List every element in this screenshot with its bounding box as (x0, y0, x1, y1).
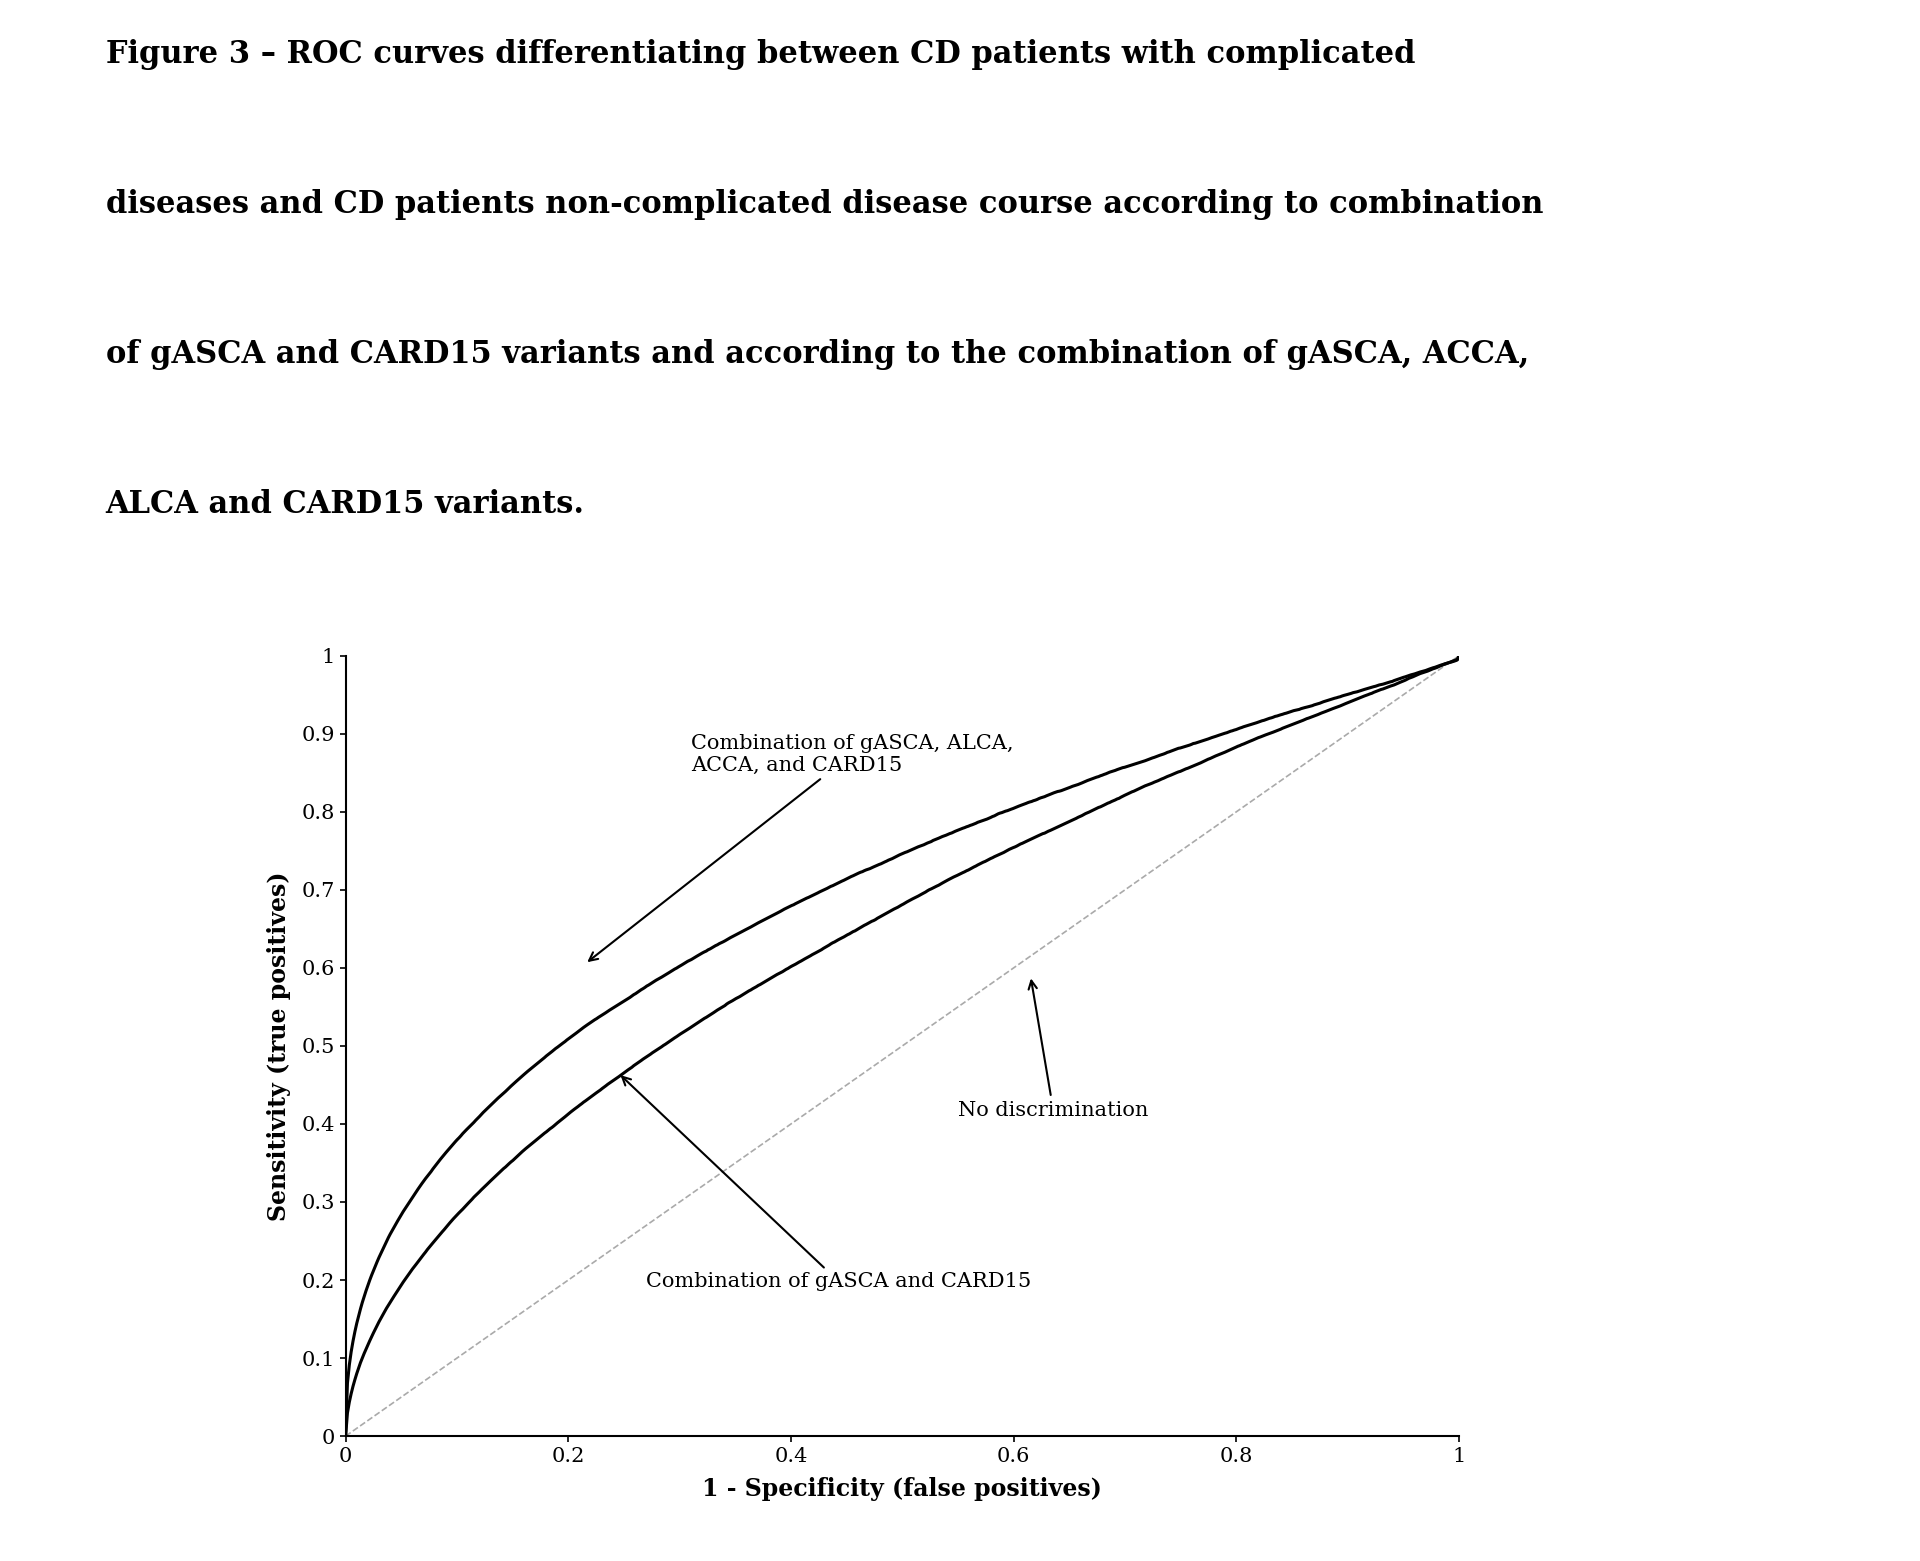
Y-axis label: Sensitivity (true positives): Sensitivity (true positives) (267, 871, 290, 1221)
Text: Figure 3 – ROC curves differentiating between CD patients with complicated: Figure 3 – ROC curves differentiating be… (106, 39, 1415, 70)
X-axis label: 1 - Specificity (false positives): 1 - Specificity (false positives) (703, 1477, 1102, 1500)
Text: No discrimination: No discrimination (958, 980, 1148, 1119)
Text: of gASCA and CARD15 variants and according to the combination of gASCA, ACCA,: of gASCA and CARD15 variants and accordi… (106, 339, 1528, 370)
Text: ALCA and CARD15 variants.: ALCA and CARD15 variants. (106, 489, 584, 520)
Text: Combination of gASCA and CARD15: Combination of gASCA and CARD15 (622, 1077, 1031, 1291)
Text: Combination of gASCA, ALCA,
ACCA, and CARD15: Combination of gASCA, ALCA, ACCA, and CA… (589, 734, 1014, 960)
Text: diseases and CD patients non-complicated disease course according to combination: diseases and CD patients non-complicated… (106, 189, 1544, 220)
